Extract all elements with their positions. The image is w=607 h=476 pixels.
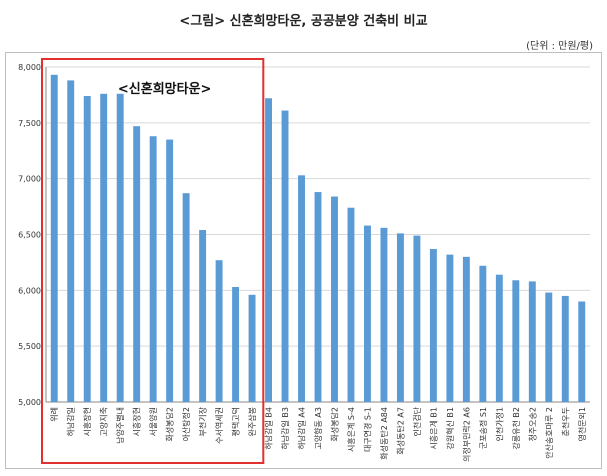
bar: [50, 74, 58, 403]
x-category-label: 시흥장현: [82, 407, 92, 436]
bar: [331, 196, 338, 402]
x-category-label: 시흥은계 B1: [428, 407, 438, 450]
bar: [429, 249, 437, 402]
bar: [578, 301, 586, 402]
x-category-label: 위례: [49, 407, 59, 422]
y-tick-label: 5,000: [18, 398, 41, 407]
bar: [100, 93, 108, 403]
bar: [495, 274, 503, 402]
x-category-label: 인천검단: [412, 406, 422, 436]
x-category-label: 하남감일 B4: [264, 407, 274, 450]
bar: [512, 280, 520, 402]
chart-title: <그림> 신혼희망타운, 공공분양 건축비 비교: [179, 14, 428, 29]
bar: [314, 192, 322, 402]
x-category-label: 청주오송2: [528, 407, 537, 442]
y-tick-label: 5,500: [18, 342, 41, 351]
x-category-label: 완주삼봉: [247, 407, 257, 436]
x-category-label: 아산탕정2: [181, 407, 191, 442]
bar: [413, 235, 421, 402]
x-category-label: 하남감일 A4: [297, 407, 307, 450]
x-category-label: 하남감일: [66, 407, 76, 436]
bar: [298, 175, 305, 402]
bar: [149, 136, 157, 402]
bar: [528, 281, 536, 402]
bar: [83, 96, 91, 403]
chart-frame: [5, 52, 602, 469]
x-category-label: 시흥장현: [132, 407, 142, 436]
annotation-label: <신혼희망타운>: [118, 81, 212, 97]
bar: [479, 265, 487, 402]
bar: [347, 207, 355, 402]
bar: [462, 256, 470, 402]
bar: [380, 227, 388, 402]
bar: [199, 230, 207, 402]
bar: [67, 80, 75, 403]
y-tick-label: 7,500: [18, 119, 41, 128]
x-category-label: 남양주별내: [115, 407, 125, 444]
bar: [215, 260, 223, 402]
bar: [116, 93, 124, 403]
bar: [545, 292, 553, 402]
x-category-label: 화성동탄2 A7: [395, 407, 405, 455]
x-category-label: 대구연경 S-1: [362, 407, 372, 452]
y-tick-label: 6,000: [18, 286, 41, 295]
x-category-label: 부천기장: [198, 406, 208, 436]
x-category-label: 화성봉담2: [165, 407, 175, 442]
x-category-label: 춘천우두: [560, 407, 570, 436]
x-category-label: 군포송정 S1: [478, 407, 488, 449]
y-tick-label: 7,000: [18, 175, 41, 184]
y-tick-label: 6,500: [18, 231, 41, 240]
x-category-label: 화성봉담2: [329, 407, 339, 442]
bar: [446, 254, 454, 402]
bar: [182, 193, 190, 402]
bar: [265, 98, 273, 403]
bar: [396, 233, 404, 402]
highlight-box: [41, 58, 265, 464]
x-category-label: 고양지축: [100, 407, 109, 436]
x-category-label: 고양향동 A3: [314, 407, 323, 450]
bar: [232, 286, 240, 402]
x-category-label: 하남감일 B3: [280, 407, 290, 450]
x-category-label: 영천문외1: [577, 407, 587, 442]
unit-label: (단위 : 만원/평): [526, 41, 593, 52]
bar: [363, 225, 371, 402]
x-category-label: 평택고덕: [231, 407, 241, 436]
x-category-label: 의정부민락2 A6: [461, 407, 471, 462]
x-category-label: 강원혁신 B1: [445, 407, 455, 450]
bar: [281, 110, 289, 403]
x-category-label: 서울양원: [149, 407, 158, 436]
y-tick-label: 8,000: [18, 63, 41, 72]
bar: [248, 294, 256, 402]
bar: [561, 295, 569, 402]
x-category-label: 시흥은계 S-4: [346, 407, 356, 452]
x-category-label: 화성동탄2 A84: [379, 407, 389, 460]
x-category-label: 인천가정1: [494, 407, 504, 442]
bar: [166, 139, 174, 403]
bar: [133, 126, 141, 402]
x-category-label: 수서역세권: [214, 407, 224, 444]
x-category-label: 안산송호마루 2: [544, 407, 554, 459]
x-category-label: 강릉유천 B2: [511, 407, 521, 450]
